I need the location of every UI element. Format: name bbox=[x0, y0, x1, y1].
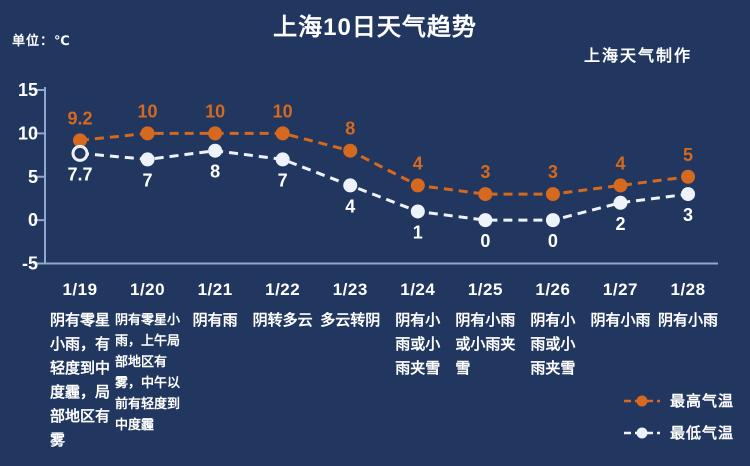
max-temp-line-icon bbox=[623, 395, 660, 406]
date-label: 1/25 bbox=[467, 280, 503, 299]
date-label: 1/20 bbox=[130, 280, 166, 299]
legend-item-min: 最低气温 bbox=[623, 422, 734, 443]
value-label: 2 bbox=[615, 214, 625, 234]
forecast-column: 1/19 阴有零星 小雨，有 轻度到中 度霾，局 部地区有 雾 bbox=[38, 280, 122, 453]
data-point bbox=[275, 126, 290, 141]
value-label: 10 bbox=[205, 101, 225, 121]
value-label: 8 bbox=[345, 119, 355, 139]
value-label: 1 bbox=[413, 222, 423, 242]
forecast-column: 1/26 阴有小 雨或小 雨夹雪 bbox=[511, 280, 595, 381]
value-label: 3 bbox=[548, 162, 558, 182]
value-label: 7 bbox=[143, 170, 153, 190]
value-label: 7 bbox=[278, 170, 288, 190]
data-point bbox=[478, 213, 493, 228]
value-label: 8 bbox=[210, 162, 220, 182]
data-point bbox=[73, 133, 87, 148]
date-label: 1/27 bbox=[602, 280, 639, 299]
value-label: 5 bbox=[683, 145, 693, 165]
data-point bbox=[613, 195, 628, 210]
data-point bbox=[71, 144, 89, 162]
y-axis-tick-label: 5 bbox=[28, 167, 38, 187]
weather-desc: 阴有小雨 bbox=[590, 312, 651, 329]
forecast-column: 1/21 阴有雨 bbox=[173, 280, 257, 333]
data-point bbox=[681, 169, 696, 184]
y-axis-tick-label: -5 bbox=[22, 254, 38, 274]
date-label: 1/28 bbox=[670, 280, 706, 299]
value-label: 10 bbox=[138, 101, 158, 121]
unit-label: 单位：℃ bbox=[12, 33, 71, 48]
date-label: 1/26 bbox=[535, 280, 571, 299]
legend-label-max: 最高气温 bbox=[669, 393, 734, 410]
data-point bbox=[613, 178, 628, 193]
forecast-column: 1/25 阴有小雨 或小雨夹 雪 bbox=[443, 280, 527, 381]
data-point bbox=[343, 143, 358, 158]
legend-item-max: 最高气温 bbox=[623, 390, 734, 411]
data-point bbox=[140, 152, 155, 167]
value-label: 9.2 bbox=[67, 108, 92, 128]
value-label: 0 bbox=[480, 231, 490, 251]
y-axis-tick-label: 10 bbox=[18, 123, 38, 143]
forecast-column: 1/22 阴转多云 bbox=[241, 280, 325, 333]
weather-desc: 阴有零星小 雨，上午局 部地区有 雾，中午以 前有轻度到 中度霾 bbox=[115, 312, 181, 432]
data-point bbox=[545, 187, 560, 202]
value-label: 4 bbox=[615, 153, 625, 173]
data-point bbox=[478, 187, 493, 202]
data-point bbox=[681, 187, 696, 202]
weather-desc: 阴有雨 bbox=[192, 312, 238, 329]
value-label: 7.7 bbox=[67, 164, 92, 184]
data-point bbox=[545, 213, 560, 228]
y-axis-tick-label: 15 bbox=[18, 80, 38, 100]
forecast-column: 1/28 阴有小雨 bbox=[646, 280, 730, 333]
data-point bbox=[343, 178, 358, 193]
date-label: 1/21 bbox=[197, 280, 233, 299]
max-temp-line: 9.2 10 10 10 8 4 3 3 4 5 bbox=[67, 101, 696, 202]
weather-desc: 阴有小雨 或小雨夹 雪 bbox=[455, 312, 516, 377]
weather-desc: 阴有小 雨或小 雨夹雪 bbox=[530, 312, 576, 377]
forecast-column: 1/27 阴有小雨 bbox=[578, 280, 662, 333]
date-label: 1/23 bbox=[332, 280, 368, 299]
data-point bbox=[208, 143, 223, 158]
credit-label: 上海天气制作 bbox=[583, 48, 692, 65]
value-label: 3 bbox=[683, 205, 693, 225]
weather-desc: 阴有零星 小雨，有 轻度到中 度霾，局 部地区有 雾 bbox=[49, 312, 110, 449]
date-label: 1/19 bbox=[62, 280, 98, 299]
data-point bbox=[410, 204, 425, 219]
value-label: 3 bbox=[480, 162, 490, 182]
value-label: 0 bbox=[548, 231, 558, 251]
min-temp-line-icon bbox=[623, 427, 660, 438]
weather-desc: 阴有小雨 bbox=[658, 312, 719, 329]
weather-desc: 阴有小 雨或小 雨夹雪 bbox=[395, 312, 441, 377]
weather-desc: 阴转多云 bbox=[252, 312, 313, 329]
data-point bbox=[275, 152, 290, 167]
min-temp-line: 7.7 7 8 7 4 1 0 0 2 3 bbox=[67, 143, 696, 251]
data-point bbox=[140, 126, 155, 141]
weather-desc: 多云转阴 bbox=[320, 312, 381, 329]
date-label: 1/22 bbox=[265, 280, 301, 299]
forecast-column: 1/23 多云转阴 bbox=[308, 280, 392, 333]
legend-label-min: 最低气温 bbox=[669, 425, 734, 442]
page-title: 上海10日天气趋势 bbox=[273, 14, 477, 41]
value-label: 10 bbox=[273, 101, 293, 121]
data-point bbox=[410, 178, 425, 193]
date-label: 1/24 bbox=[400, 280, 436, 299]
y-axis-tick-label: 0 bbox=[28, 210, 38, 230]
data-point bbox=[208, 126, 223, 141]
forecast-column: 1/20 阴有零星小 雨，上午局 部地区有 雾，中午以 前有轻度到 中度霾 bbox=[106, 280, 190, 435]
value-label: 4 bbox=[345, 196, 355, 216]
chart-legend: 最高气温 最低气温 bbox=[623, 390, 734, 454]
value-label: 4 bbox=[413, 153, 423, 173]
forecast-column: 1/24 阴有小 雨或小 雨夹雪 bbox=[376, 280, 460, 381]
